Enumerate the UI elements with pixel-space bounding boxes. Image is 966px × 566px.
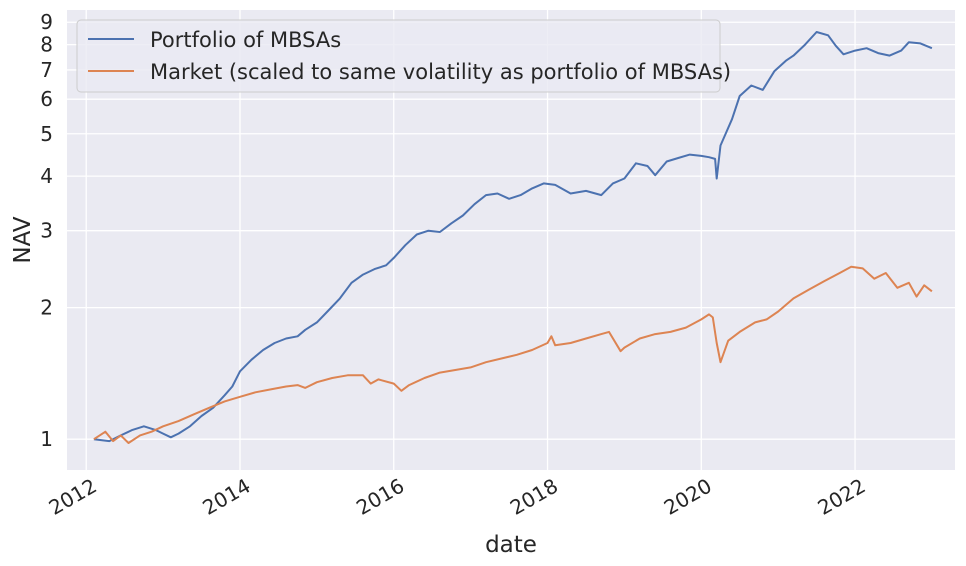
x-tick-label: 2012 (45, 474, 101, 520)
y-axis: 1 2 3 4 5 6 789 (40, 10, 53, 451)
x-axis-title: date (485, 532, 537, 558)
y-tick-label: 7 (40, 58, 53, 82)
legend: Portfolio of MBSAs Market (scaled to sam… (76, 19, 731, 93)
y-tick-label: 9 (40, 10, 53, 34)
x-tick-label: 2016 (352, 474, 408, 520)
y-axis-title: NAV (10, 216, 36, 263)
y-tick-label: 6 (40, 87, 53, 111)
legend-label-market: Market (scaled to same volatility as por… (150, 60, 731, 84)
legend-box (76, 19, 721, 93)
x-tick-label: 2020 (660, 474, 716, 520)
x-tick-label: 2022 (813, 474, 869, 520)
x-tick-label: 2014 (198, 474, 254, 520)
y-tick-label: 4 (40, 164, 53, 188)
y-tick-label: 5 (40, 122, 53, 146)
x-axis: 2012 2014 2016 2018 2020 2022 (45, 474, 870, 520)
y-tick-label: 1 (40, 427, 53, 451)
series-line-market (93, 265, 933, 444)
y-tick-label: 2 (40, 296, 53, 320)
x-tick-label: 2018 (506, 474, 562, 520)
y-tick-label: 8 (40, 33, 53, 57)
y-tick-label: 3 (40, 219, 53, 243)
series-line-portfolio (93, 31, 933, 443)
series-layer (93, 31, 933, 444)
legend-label-portfolio: Portfolio of MBSAs (150, 28, 341, 52)
